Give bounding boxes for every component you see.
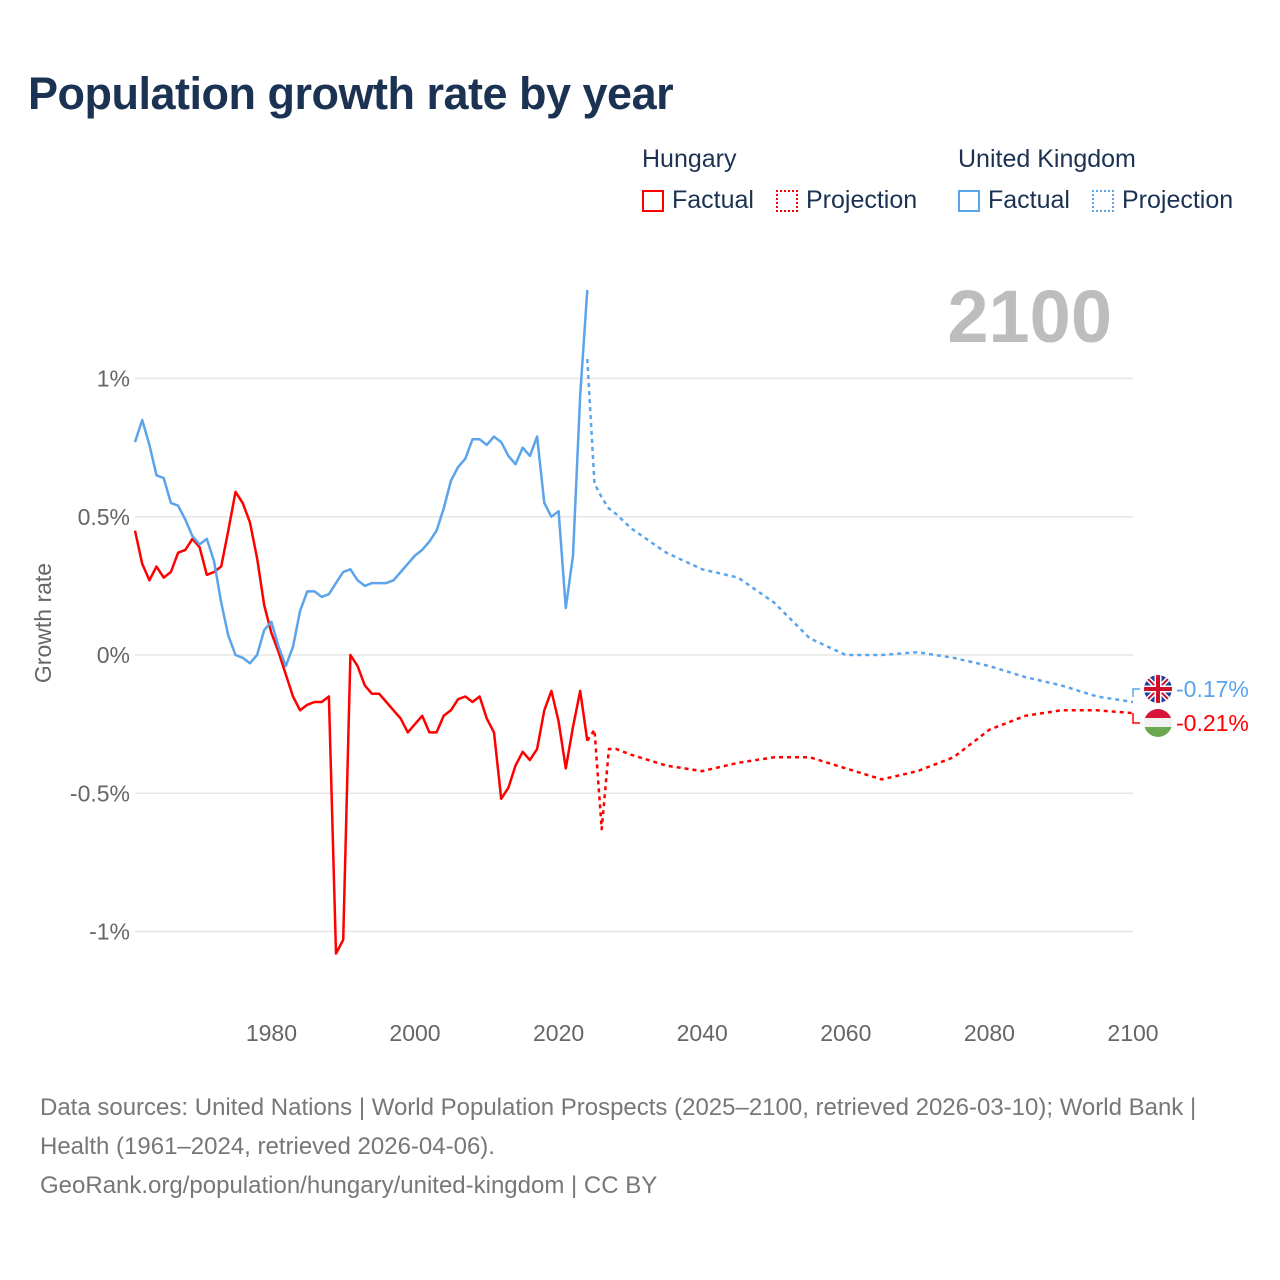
hungary-factual-line (133, 490, 589, 955)
x-tick-label: 2040 (677, 1020, 728, 1046)
legend-hungary-factual[interactable]: Factual (642, 186, 754, 215)
legend-label: Projection (805, 186, 918, 214)
source-link[interactable]: GeoRank.org/population/hungary/united-ki… (40, 1172, 658, 1199)
uk-end-value: -0.17% (1176, 676, 1249, 702)
current-year-label: 2100 (947, 275, 1112, 358)
y-tick-label: 0.5% (78, 504, 130, 530)
hungary-projection-line (586, 709, 1134, 831)
legend-swatch-dotted (1091, 189, 1114, 212)
united-kingdom-factual-line (133, 289, 589, 668)
legend-label: Factual (672, 186, 754, 214)
legend-swatch-solid (642, 189, 664, 212)
legend-group-title: Hungary (642, 145, 737, 173)
y-tick-label: -0.5% (70, 780, 130, 806)
x-tick-label: 2100 (1107, 1020, 1158, 1046)
united-kingdom-projection-line (586, 359, 1134, 704)
uk-flag-icon (1144, 675, 1172, 703)
x-tick-label: 2060 (820, 1020, 871, 1046)
footer: Data sources: United Nations | World Pop… (40, 1088, 1240, 1205)
x-tick-label: 2000 (389, 1020, 440, 1046)
chart-title: Population growth rate by year (28, 68, 674, 119)
legend-label: Factual (988, 186, 1070, 214)
legend-uk-factual[interactable]: Factual (958, 186, 1070, 215)
y-tick-label: 0% (97, 642, 130, 668)
x-tick-label: 1980 (246, 1020, 297, 1046)
uk-end-connector (1132, 688, 1140, 697)
y-tick-label: 1% (97, 366, 130, 392)
hungary-end-value: -0.21% (1176, 710, 1249, 736)
x-tick-label: 2080 (964, 1020, 1015, 1046)
legend-uk-projection[interactable]: Projection (1091, 186, 1234, 215)
legend-swatch-solid (958, 189, 980, 212)
legend-hungary-projection[interactable]: Projection (775, 186, 918, 215)
hungary-end-connector (1132, 713, 1140, 724)
legend-hungary: Hungary Factual Projection (642, 145, 933, 215)
legend-swatch-dotted (775, 189, 798, 212)
hungary-flag-icon (1144, 709, 1172, 737)
data-sources: Data sources: United Nations | World Pop… (40, 1094, 1197, 1160)
x-tick-label: 2020 (533, 1020, 584, 1046)
y-tick-label: -1% (89, 919, 130, 945)
legend-label: Projection (1121, 186, 1234, 214)
legend-united-kingdom: United Kingdom Factual Projection (958, 145, 1249, 215)
legend-group-title: United Kingdom (958, 145, 1136, 173)
y-axis-label: Growth rate (30, 563, 56, 683)
